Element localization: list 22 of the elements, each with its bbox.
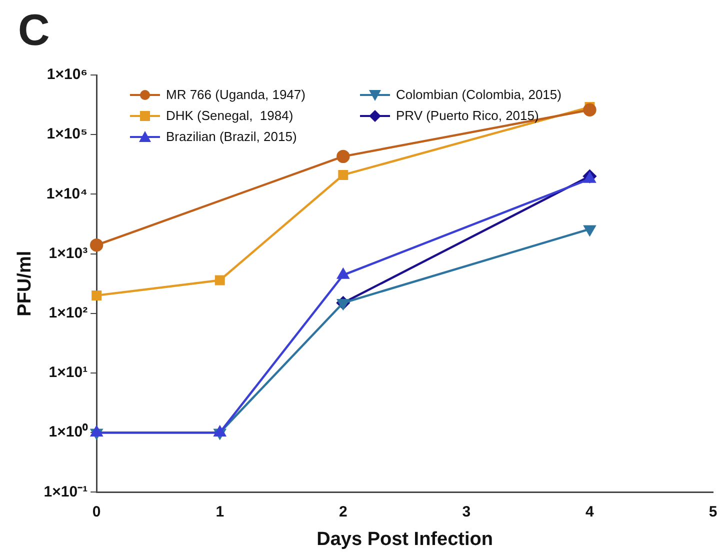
x-tick-label: 0 xyxy=(92,503,101,520)
y-tick-label: 1×10⁴ xyxy=(46,185,88,202)
y-axis-title: PFU/ml xyxy=(14,250,36,316)
y-tick-label: 1×10⁰ xyxy=(48,422,89,441)
x-tick-label: 1 xyxy=(216,503,224,520)
legend-label: Brazilian (Brazil, 2015) xyxy=(166,129,297,144)
x-tick-label: 5 xyxy=(708,503,718,520)
x-tick-label: 4 xyxy=(586,503,595,520)
legend-label: DHK (Senegal, 1984) xyxy=(166,108,294,123)
y-tick-label: 1×10⁶ xyxy=(46,66,88,84)
legend-label: MR 766 (Uganda, 1947) xyxy=(166,87,306,102)
y-tick-label: 1×10¹ xyxy=(48,364,88,382)
legend-label: Colombian (Colombia, 2015) xyxy=(396,87,562,102)
y-tick-label: 1×10⁻¹ xyxy=(44,483,88,500)
x-tick-label: 2 xyxy=(338,503,348,520)
y-tick-label: 1×10³ xyxy=(48,244,88,262)
x-tick-label: 3 xyxy=(462,503,471,520)
y-tick-label: 1×10² xyxy=(48,304,88,322)
x-axis-title: Days Post Infection xyxy=(316,528,493,550)
y-tick-label: 1×10⁵ xyxy=(46,126,88,143)
chart-title: C xyxy=(18,6,50,56)
legend-label: PRV (Puerto Rico, 2015) xyxy=(396,108,539,123)
